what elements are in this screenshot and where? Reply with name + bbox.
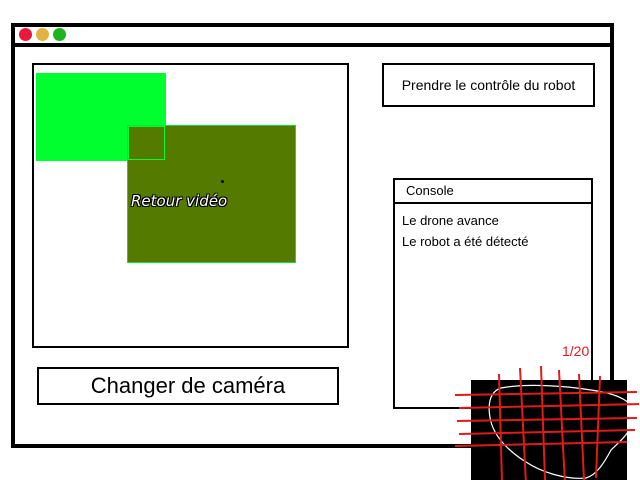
grid-line-h [458, 429, 636, 435]
map-svg [454, 365, 640, 480]
console-line: Le drone avance [402, 213, 499, 228]
map-grid [454, 365, 640, 480]
close-window-icon[interactable] [19, 28, 32, 41]
video-feed-label: Retour vidéo [131, 192, 228, 210]
grid-line-h [454, 391, 638, 396]
grid-line-v [558, 369, 566, 480]
terrain-outline [488, 384, 635, 479]
grid-line-h [454, 441, 628, 447]
maximize-window-icon[interactable] [53, 28, 66, 41]
console-panel: Console Le drone avance Le robot a été d… [393, 178, 593, 409]
map-widget[interactable] [454, 365, 640, 480]
grid-line-v [540, 365, 546, 480]
grid-line-v [578, 373, 585, 480]
console-title: Console [395, 180, 591, 204]
title-bar [15, 27, 610, 47]
grid-line-h [456, 417, 638, 422]
map-counter: 1/20 [562, 343, 590, 359]
video-feed-area [127, 125, 296, 263]
minimize-window-icon[interactable] [36, 28, 49, 41]
grid-line-h [458, 403, 640, 409]
console-line: Le robot a été détecté [402, 234, 529, 249]
grid-line-v [519, 367, 527, 480]
crosshair-dot [221, 180, 224, 183]
detection-overlap-box [128, 126, 165, 160]
take-control-button[interactable]: Prendre le contrôle du robot [382, 63, 595, 107]
switch-camera-button[interactable]: Changer de caméra [37, 367, 339, 405]
grid-line-v [498, 373, 503, 480]
